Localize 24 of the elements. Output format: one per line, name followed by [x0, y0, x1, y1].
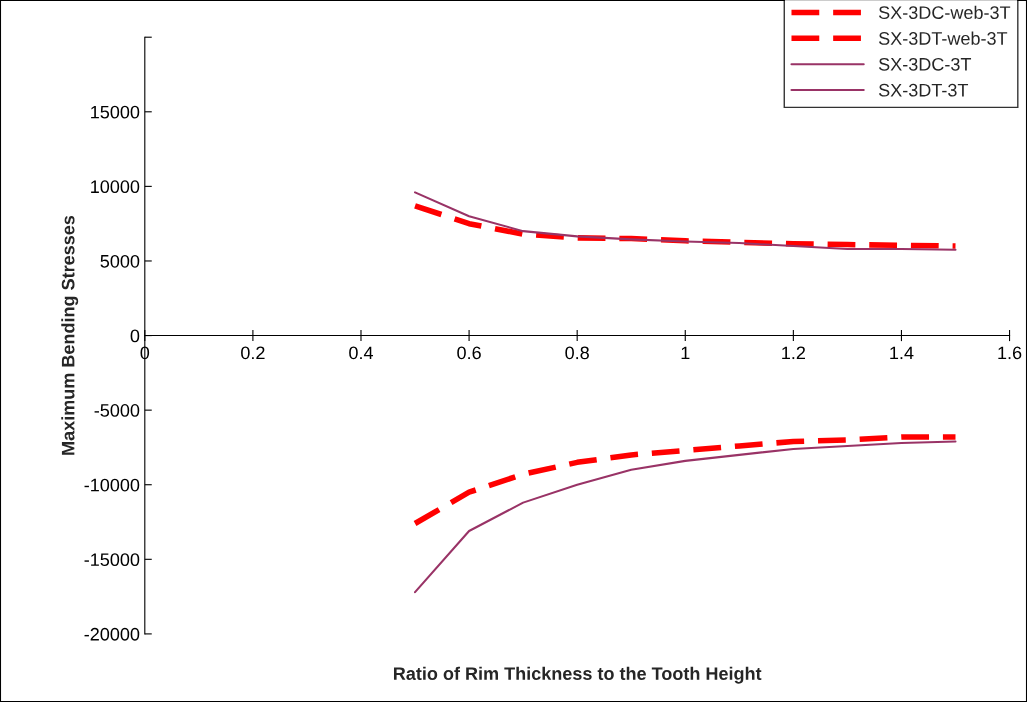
x-tick-label: 1.6: [998, 346, 1022, 360]
legend-label: SX-3DT-web-3T: [878, 31, 1008, 45]
x-tick-label: 1.2: [782, 346, 805, 360]
x-tick-label: 1.4: [890, 346, 914, 360]
x-tick-label: 0.4: [349, 346, 374, 360]
x-tick-label: 0.8: [565, 346, 589, 360]
x-axis-title: Ratio of Rim Thickness to the Tooth Height: [393, 666, 762, 684]
legend-label: SX-3DC-web-3T: [878, 5, 1011, 19]
y-tick-label: -15000: [84, 553, 140, 567]
x-tick-label: 0.6: [457, 346, 481, 360]
y-tick-label: 15000: [91, 105, 140, 119]
line-series: [414, 440, 957, 594]
line-series: [414, 191, 957, 251]
y-tick-label: 10000: [91, 180, 140, 194]
y-tick-label: -10000: [84, 478, 140, 492]
x-tick-label: 1: [681, 346, 690, 360]
y-axis-title: Maximum Bending Stresses: [61, 215, 79, 455]
y-tick-label: 0: [130, 329, 140, 343]
y-tick-label: -5000: [94, 404, 140, 417]
legend-label: SX-3DT-3T: [878, 83, 969, 97]
y-tick-label: -20000: [84, 627, 140, 641]
y-tick-label: 5000: [100, 254, 140, 268]
legend-label: SX-3DC-3T: [878, 57, 972, 71]
x-tick-label: 0.2: [241, 346, 265, 360]
